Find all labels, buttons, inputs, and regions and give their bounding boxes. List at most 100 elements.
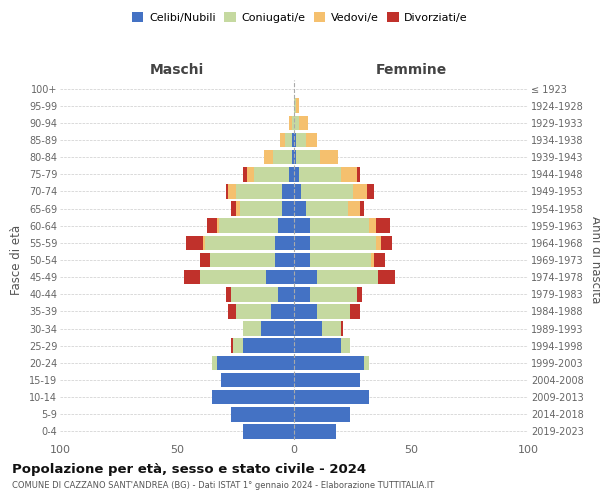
Bar <box>284 132 292 148</box>
Bar <box>273 150 292 164</box>
Bar <box>280 132 284 148</box>
Bar <box>294 322 322 336</box>
Bar <box>203 236 205 250</box>
Bar <box>357 287 362 302</box>
Bar <box>310 218 369 233</box>
Bar <box>292 116 294 130</box>
Bar <box>369 218 376 233</box>
Bar <box>200 252 210 268</box>
Bar <box>229 304 235 318</box>
Legend: Celibi/Nubili, Coniugati/e, Vedovi/e, Divorziati/e: Celibi/Nubili, Coniugati/e, Vedovi/e, Di… <box>128 8 472 28</box>
Bar <box>306 202 348 216</box>
Bar <box>242 338 294 353</box>
Bar <box>353 184 367 198</box>
Bar <box>233 338 242 353</box>
Text: Femmine: Femmine <box>376 62 446 76</box>
Bar <box>296 150 320 164</box>
Bar <box>294 218 310 233</box>
Bar <box>235 202 240 216</box>
Bar <box>187 236 203 250</box>
Bar <box>294 184 301 198</box>
Bar <box>242 322 261 336</box>
Bar <box>317 270 378 284</box>
Bar <box>341 322 343 336</box>
Bar <box>348 202 359 216</box>
Bar <box>294 202 306 216</box>
Bar <box>212 390 294 404</box>
Bar <box>261 322 294 336</box>
Bar <box>376 218 390 233</box>
Bar <box>294 372 359 388</box>
Bar <box>294 236 310 250</box>
Bar <box>310 236 376 250</box>
Y-axis label: Fasce di età: Fasce di età <box>10 225 23 295</box>
Bar <box>294 304 317 318</box>
Bar <box>294 150 296 164</box>
Y-axis label: Anni di nascita: Anni di nascita <box>589 216 600 304</box>
Bar <box>263 150 273 164</box>
Bar <box>219 218 278 233</box>
Bar <box>294 116 299 130</box>
Bar <box>310 252 371 268</box>
Bar <box>294 132 296 148</box>
Bar <box>236 304 271 318</box>
Bar <box>357 167 359 182</box>
Bar <box>294 390 369 404</box>
Bar <box>208 218 217 233</box>
Bar <box>212 356 217 370</box>
Bar <box>367 184 374 198</box>
Bar <box>294 270 317 284</box>
Bar <box>231 287 278 302</box>
Bar <box>275 236 294 250</box>
Bar <box>254 167 289 182</box>
Bar <box>283 184 294 198</box>
Bar <box>231 338 233 353</box>
Bar <box>380 236 392 250</box>
Bar <box>299 116 308 130</box>
Bar <box>294 407 350 422</box>
Bar <box>184 270 200 284</box>
Bar <box>289 116 292 130</box>
Bar <box>231 202 235 216</box>
Bar <box>231 407 294 422</box>
Bar <box>317 304 350 318</box>
Bar <box>294 167 299 182</box>
Bar <box>310 287 357 302</box>
Bar <box>247 167 254 182</box>
Text: Popolazione per età, sesso e stato civile - 2024: Popolazione per età, sesso e stato civil… <box>12 462 366 475</box>
Bar <box>240 202 283 216</box>
Bar <box>229 184 235 198</box>
Bar <box>294 287 310 302</box>
Bar <box>278 218 294 233</box>
Bar <box>283 202 294 216</box>
Bar <box>294 98 296 113</box>
Bar <box>350 304 359 318</box>
Bar <box>200 270 266 284</box>
Bar <box>371 252 374 268</box>
Bar <box>378 270 395 284</box>
Text: COMUNE DI CAZZANO SANT'ANDREA (BG) - Dati ISTAT 1° gennaio 2024 - Elaborazione T: COMUNE DI CAZZANO SANT'ANDREA (BG) - Dat… <box>12 481 434 490</box>
Bar <box>289 167 294 182</box>
Bar <box>210 252 275 268</box>
Bar <box>221 372 294 388</box>
Bar <box>364 356 369 370</box>
Bar <box>341 338 350 353</box>
Bar <box>296 132 306 148</box>
Bar <box>322 322 341 336</box>
Bar <box>242 424 294 438</box>
Bar <box>278 287 294 302</box>
Bar <box>306 132 317 148</box>
Bar <box>275 252 294 268</box>
Bar <box>294 338 341 353</box>
Text: Maschi: Maschi <box>150 62 204 76</box>
Bar <box>217 218 219 233</box>
Bar <box>226 287 231 302</box>
Bar <box>320 150 338 164</box>
Bar <box>376 236 380 250</box>
Bar <box>226 184 229 198</box>
Bar <box>205 236 275 250</box>
Bar <box>301 184 353 198</box>
Bar <box>294 252 310 268</box>
Bar <box>296 98 299 113</box>
Bar <box>294 356 364 370</box>
